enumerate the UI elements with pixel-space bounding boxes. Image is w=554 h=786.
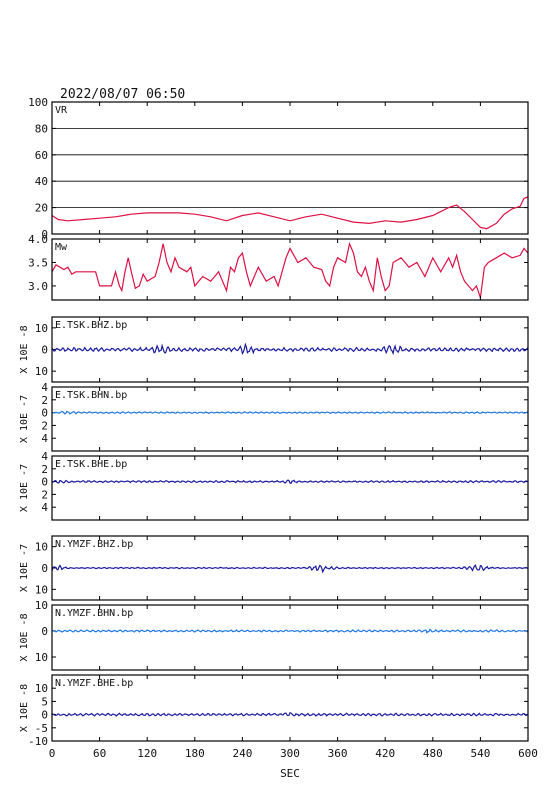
panel-label: VR — [55, 105, 68, 116]
y-tick-label: 3.0 — [28, 280, 48, 293]
x-tick-label: 360 — [328, 747, 348, 760]
y-tick-label: 10 — [35, 682, 48, 695]
series-line-tsk-bhz — [51, 342, 529, 356]
y-tick-label: 10 — [35, 599, 48, 612]
series-line-tsk-bhn — [52, 410, 529, 415]
y-tick-label: 10 — [35, 651, 48, 664]
y-tick-label: 2 — [41, 394, 48, 407]
unit-label: X 10E -7 — [19, 464, 30, 512]
x-axis-label: SEC — [280, 767, 300, 780]
y-tick-label: 5 — [41, 695, 48, 708]
y-tick-label: 10 — [35, 365, 48, 378]
panel-label: Mw — [55, 242, 68, 253]
panel-ymzf-bhz: 10 0 10 N.YMZF.BHZ.bp X 10E -7 — [19, 535, 529, 601]
panel-label: E.TSK.BHE.bp — [55, 459, 127, 470]
y-tick-label: 0 — [41, 407, 48, 420]
x-tick-label: 0 — [49, 747, 56, 760]
series-line-ymzf-bhz — [51, 564, 529, 574]
y-tick-label: 4 — [41, 432, 48, 445]
y-tick-label: 4 — [41, 381, 48, 394]
unit-label: X 10E -8 — [19, 613, 30, 661]
y-tick-label: 2 — [41, 463, 48, 476]
y-tick-label: 100 — [28, 96, 48, 109]
y-tick-label: 10 — [35, 322, 48, 335]
panel-ymzf-bhn: 10 0 10 N.YMZF.BHN.bp X 10E -8 — [19, 599, 529, 671]
panel-vr: 0 20 40 60 80 100 VR — [28, 96, 529, 241]
panel-mw: 3.0 3.5 4.0 Mw — [28, 233, 529, 301]
y-tick-label: 60 — [35, 149, 48, 162]
panel-frame — [51, 101, 529, 235]
y-tick-label: 0 — [41, 228, 48, 241]
x-tick-label: 480 — [423, 747, 443, 760]
y-tick-label: 0 — [41, 562, 48, 575]
unit-label: X 10E -8 — [19, 684, 30, 732]
series-line-tsk-bhe — [51, 479, 529, 485]
unit-label: X 10E -7 — [19, 544, 30, 592]
series-line-mw — [51, 241, 529, 298]
y-tick-label: 2 — [41, 488, 48, 501]
datetime-title: 2022/08/07 06:50 — [60, 87, 185, 102]
x-tick-label: 420 — [375, 747, 395, 760]
y-tick-label: 4 — [41, 501, 48, 514]
y-tick-label: -5 — [35, 722, 48, 735]
y-tick-label: 80 — [35, 122, 48, 135]
y-tick-label: 20 — [35, 202, 48, 215]
y-tick-label: 0 — [41, 625, 48, 638]
y-tick-label: 0 — [41, 709, 48, 722]
unit-label: X 10E -7 — [19, 395, 30, 443]
x-tick-label: 600 — [518, 747, 538, 760]
x-tick-label: 180 — [185, 747, 205, 760]
panel-label: N.YMZF.BHN.bp — [55, 608, 133, 619]
y-tick-label: 4 — [41, 450, 48, 463]
y-tick-label: 3.5 — [28, 256, 48, 269]
y-tick-label: 0 — [41, 344, 48, 357]
x-tick-label: 60 — [93, 747, 106, 760]
panel-label: N.YMZF.BHZ.bp — [55, 539, 133, 550]
panel-tsk-bhz: 10 0 10 E.TSK.BHZ.bp X 10E -8 — [19, 316, 529, 383]
x-tick-label: 300 — [280, 747, 300, 760]
y-tick-label: 2 — [41, 419, 48, 432]
x-axis: 0 60 120 180 240 300 360 420 480 540 600 — [49, 747, 538, 760]
series-line-ymzf-bhn — [51, 628, 529, 634]
x-tick-label: 240 — [232, 747, 252, 760]
y-tick-label: 10 — [35, 583, 48, 596]
panel-label: N.YMZF.BHE.bp — [55, 678, 133, 689]
series-line-ymzf-bhe — [51, 712, 529, 717]
panel-label: E.TSK.BHN.bp — [55, 390, 127, 401]
y-tick-label: 0 — [41, 476, 48, 489]
unit-label: X 10E -8 — [19, 325, 30, 373]
y-tick-label: 40 — [35, 175, 48, 188]
series-line-vr — [51, 196, 529, 230]
y-tick-label: 10 — [35, 541, 48, 554]
y-tick-label: 4.0 — [28, 233, 48, 246]
y-tick-label: -10 — [28, 735, 48, 748]
x-tick-label: 120 — [137, 747, 157, 760]
panel-label: E.TSK.BHZ.bp — [55, 320, 127, 331]
x-tick-label: 540 — [470, 747, 490, 760]
